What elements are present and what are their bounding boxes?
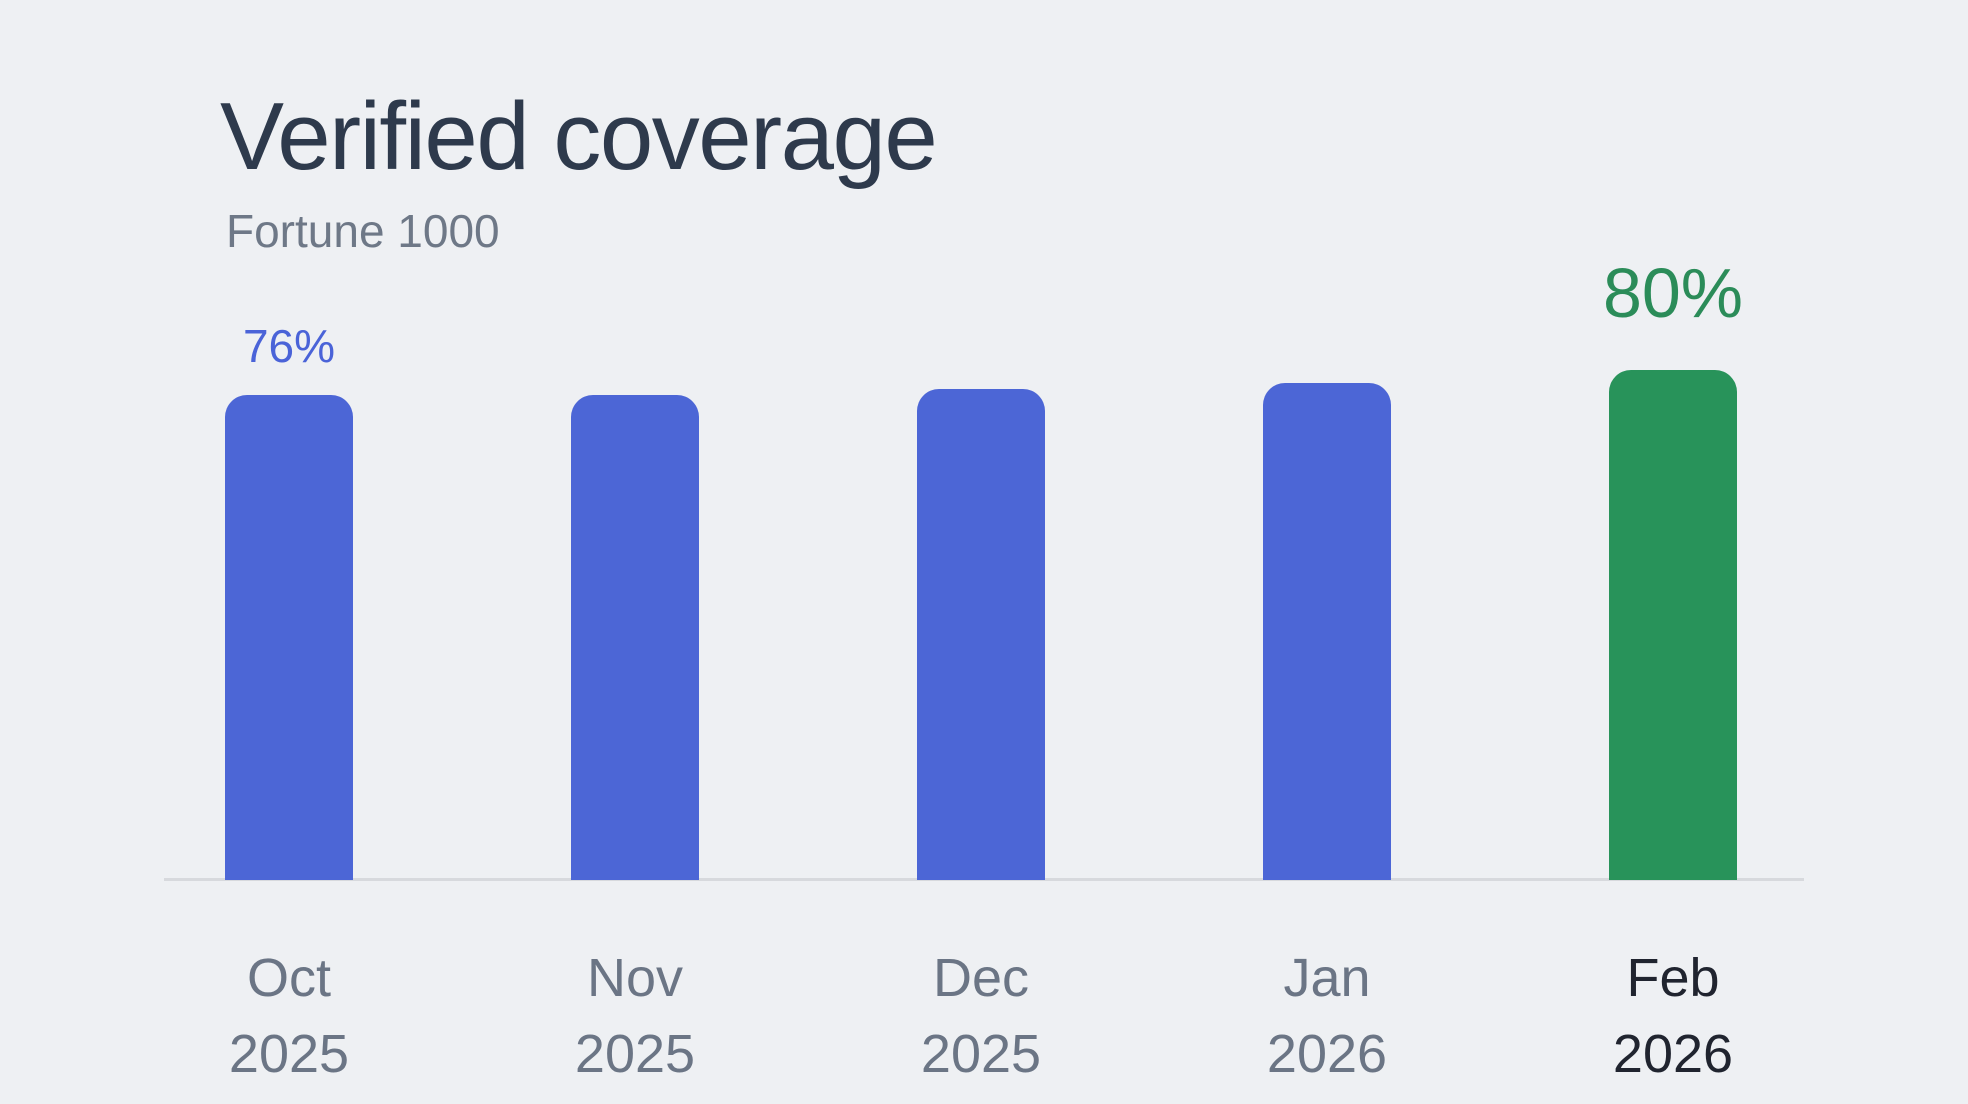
- x-axis-label: Feb 2026: [1613, 940, 1733, 1092]
- bar: [1263, 383, 1391, 880]
- bar: 76%: [225, 323, 353, 880]
- bar-column: Nov 2025: [571, 395, 699, 1084]
- bar-column: 80% Feb 2026: [1603, 258, 1743, 1084]
- x-axis-label: Nov 2025: [575, 940, 695, 1092]
- x-axis-label-month: Dec: [932, 948, 1030, 1008]
- x-axis-label-month: Oct: [246, 948, 332, 1008]
- x-axis-label-month: Nov: [586, 948, 684, 1008]
- x-axis-label: Dec 2025: [921, 940, 1041, 1092]
- bar-column: Jan 2026: [1263, 383, 1391, 1084]
- x-axis-label-year: 2026: [1266, 1024, 1388, 1084]
- chart-title: Verified coverage: [220, 83, 938, 190]
- x-axis-label-month: Feb: [1626, 948, 1720, 1008]
- bar: 80%: [1603, 258, 1743, 880]
- x-axis-label-month: Jan: [1283, 948, 1371, 1008]
- bar: [917, 389, 1045, 880]
- x-axis-label: Jan 2026: [1267, 940, 1387, 1092]
- x-axis-label-year: 2025: [228, 1024, 350, 1084]
- bar: [571, 395, 699, 880]
- x-axis-label-year: 2025: [920, 1024, 1042, 1084]
- bar-value-label: 76%: [242, 320, 336, 372]
- x-axis-label-year: 2026: [1612, 1024, 1734, 1084]
- x-axis-label-year: 2025: [574, 1024, 696, 1084]
- bar-column: Dec 2025: [917, 389, 1045, 1084]
- bar-value-label: 80%: [1602, 254, 1744, 332]
- x-axis-label: Oct 2025: [229, 940, 349, 1092]
- bar-column: 76% Oct 2025: [225, 323, 353, 1084]
- chart-subtitle: Fortune 1000: [226, 205, 500, 257]
